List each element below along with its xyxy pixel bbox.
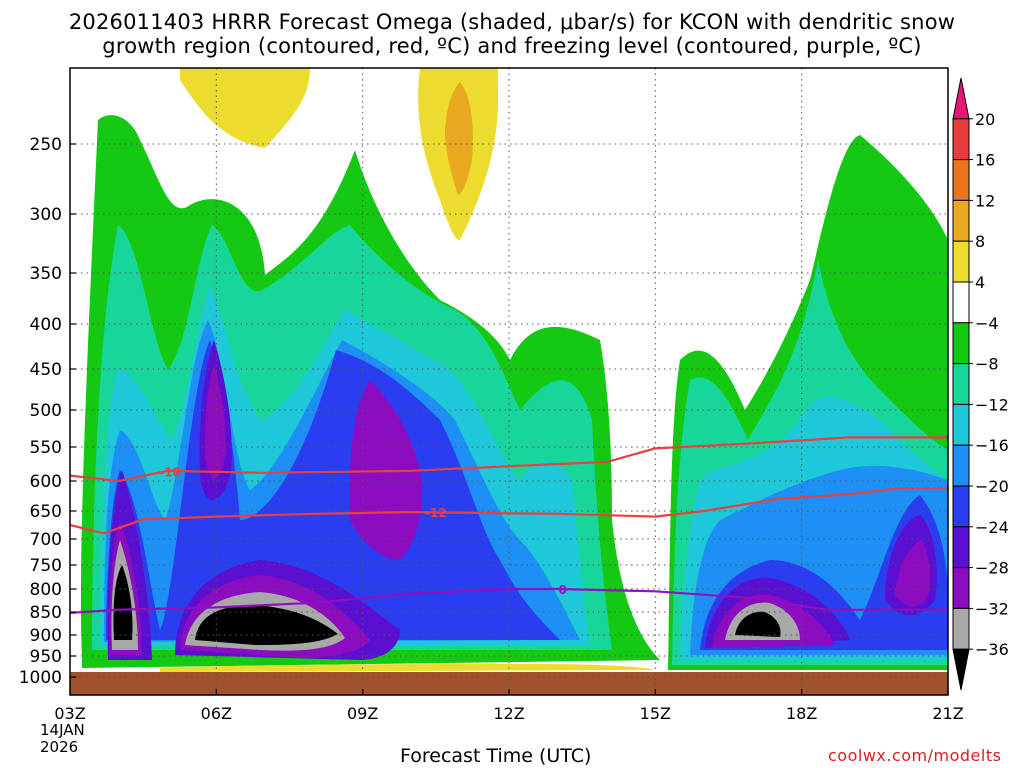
y-tick-label: 250 bbox=[30, 135, 62, 155]
y-tick-label: 500 bbox=[30, 401, 62, 421]
omega-fill-orange bbox=[445, 82, 473, 195]
y-tick-label: 350 bbox=[30, 264, 62, 284]
x-tick-label: 06Z bbox=[201, 704, 232, 723]
x-tick-label: 09Z bbox=[347, 704, 378, 723]
y-tick-label: 850 bbox=[30, 603, 62, 623]
colorbar-label: 4 bbox=[975, 273, 985, 292]
chart-title-line2: growth region (contoured, red, ºC) and f… bbox=[102, 34, 922, 58]
colorbar-swatch bbox=[952, 526, 970, 569]
x-axis-year: 2026 bbox=[40, 738, 79, 756]
omega-fill-black bbox=[735, 611, 781, 637]
contour-dgz-bottom bbox=[69, 487, 948, 535]
omega-fill-violet bbox=[204, 365, 226, 480]
y-tick-label: 700 bbox=[30, 530, 62, 550]
colorbar-swatch bbox=[952, 485, 970, 528]
colorbar-label: −24 bbox=[975, 518, 1009, 537]
y-tick-label: 450 bbox=[30, 360, 62, 380]
colorbar-label: 12 bbox=[975, 191, 995, 210]
y-tick-label: 600 bbox=[30, 472, 62, 492]
y-tick-label: 550 bbox=[30, 438, 62, 458]
chart-title-line1: 2026011403 HRRR Forecast Omega (shaded, … bbox=[68, 10, 956, 34]
colorbar-swatch bbox=[952, 648, 970, 691]
x-tick-label: 15Z bbox=[640, 704, 671, 723]
colorbar-label: −16 bbox=[975, 436, 1009, 455]
colorbar-label: 8 bbox=[975, 232, 985, 251]
omega-fill-purple bbox=[895, 540, 930, 607]
y-tick-label: 400 bbox=[30, 315, 62, 335]
colorbar-swatch bbox=[952, 240, 970, 283]
colorbar-label: −12 bbox=[975, 395, 1009, 414]
plot-frame bbox=[69, 67, 949, 696]
colorbar-swatch bbox=[952, 403, 970, 446]
y-tick-label: 950 bbox=[30, 647, 62, 667]
temperature-contours: -18 -12 0 bbox=[69, 436, 948, 614]
colorbar-label: −20 bbox=[975, 477, 1009, 496]
omega-fill-yellow bbox=[160, 664, 655, 672]
colorbar: 20 16 12 8 4 −4 −8 −12 −16 −20 −24 −28 −32 −36 bbox=[952, 77, 1009, 691]
colorbar-label: −28 bbox=[975, 559, 1009, 578]
x-axis-label: Forecast Time (UTC) bbox=[400, 745, 592, 767]
y-tick-label: 1000 bbox=[19, 668, 62, 688]
colorbar-swatch bbox=[952, 159, 970, 201]
colorbar-label: −32 bbox=[975, 599, 1009, 618]
colorbar-swatch bbox=[952, 363, 970, 405]
y-tick-label: 750 bbox=[30, 556, 62, 576]
colorbar-label: 16 bbox=[975, 151, 995, 170]
colorbar-label: 20 bbox=[975, 110, 995, 129]
contour-label: -18 bbox=[159, 465, 181, 479]
colorbar-label: −36 bbox=[975, 640, 1009, 659]
y-axis: 250 300 350 400 450 500 550 600 650 700 750 800 850 9… bbox=[19, 135, 76, 688]
omega-fill-yellow bbox=[180, 68, 310, 148]
x-axis: 03Z 06Z 09Z 12Z 15Z 18Z 21Z bbox=[54, 689, 964, 723]
colorbar-swatch bbox=[952, 607, 970, 650]
colorbar-swatch bbox=[952, 199, 970, 242]
contour-label: -12 bbox=[425, 506, 447, 520]
contour-freezing-level bbox=[69, 587, 948, 614]
colorbar-swatch bbox=[952, 118, 970, 161]
omega-fill-black bbox=[113, 565, 133, 640]
omega-shading bbox=[80, 68, 948, 672]
x-tick-label: 12Z bbox=[493, 704, 524, 723]
colorbar-swatch bbox=[952, 281, 970, 324]
y-tick-label: 900 bbox=[30, 626, 62, 646]
x-tick-label: 18Z bbox=[786, 704, 817, 723]
y-tick-label: 300 bbox=[30, 205, 62, 225]
colorbar-label: −8 bbox=[975, 355, 999, 374]
omega-fill-purple bbox=[349, 380, 422, 560]
colorbar-swatch bbox=[952, 77, 970, 120]
credit-link[interactable]: coolwx.com/modelts bbox=[828, 746, 1002, 765]
colorbar-swatch bbox=[952, 322, 970, 365]
x-tick-label: 21Z bbox=[932, 704, 963, 723]
contour-dgz-top bbox=[69, 436, 948, 483]
ground-band bbox=[70, 672, 948, 695]
y-tick-label: 800 bbox=[30, 580, 62, 600]
x-tick-label: 03Z bbox=[54, 704, 85, 723]
colorbar-swatch bbox=[952, 567, 970, 609]
y-tick-label: 650 bbox=[30, 502, 62, 522]
colorbar-label: −4 bbox=[975, 314, 999, 333]
colorbar-swatch bbox=[952, 444, 970, 487]
x-axis-day: 14JAN bbox=[40, 721, 85, 739]
contour-label: 0 bbox=[558, 583, 566, 597]
